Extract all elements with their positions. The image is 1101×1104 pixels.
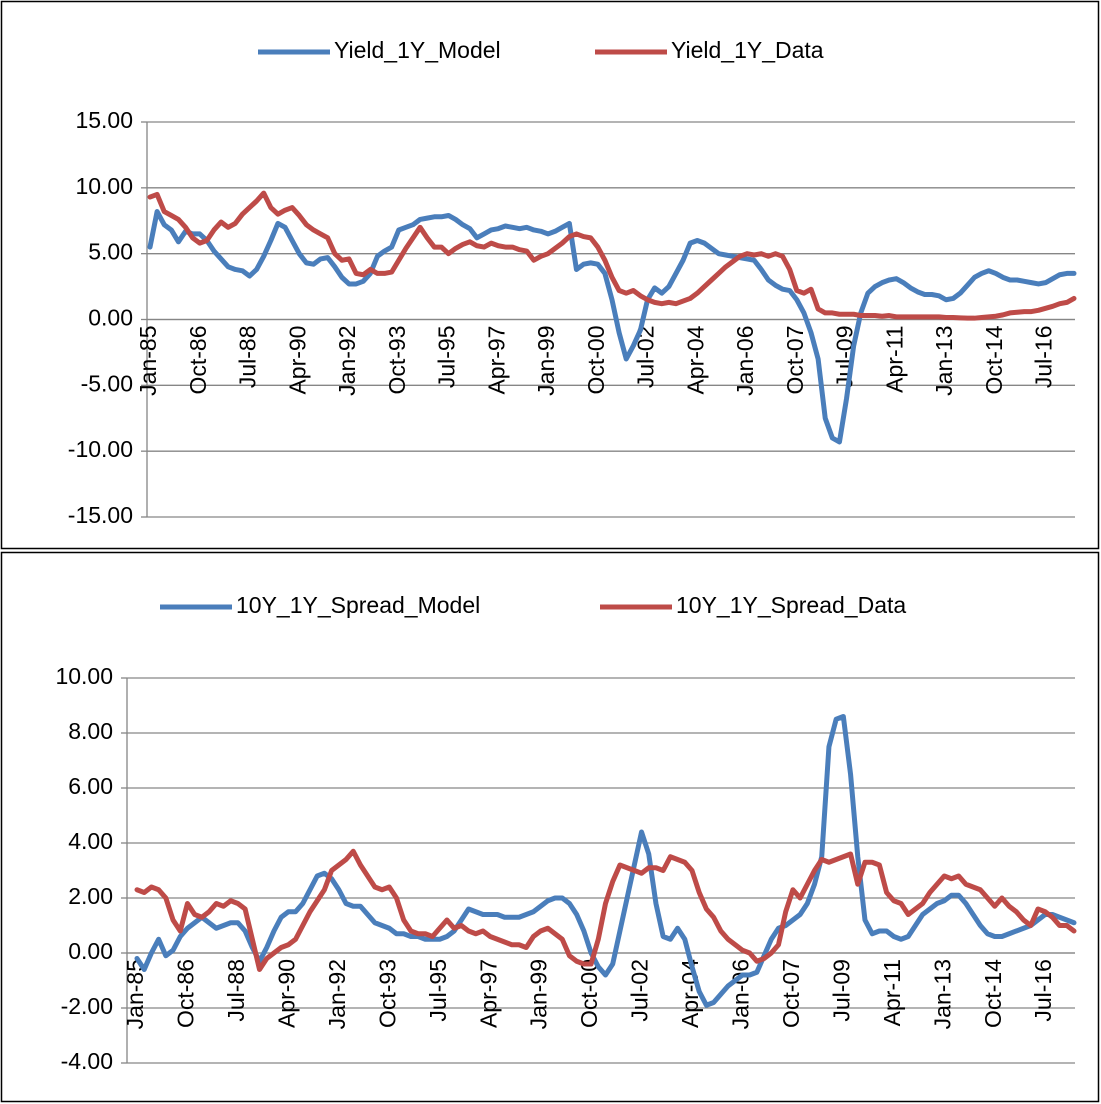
- x-tick-label: Oct-00: [583, 326, 609, 395]
- y-tick-label: 0.00: [88, 305, 133, 331]
- y-tick-label: 8.00: [68, 718, 113, 744]
- x-tick-label: Jan-99: [526, 959, 552, 1029]
- panel-frame: [0, 551, 1100, 1103]
- x-tick-label: Apr-90: [273, 959, 299, 1028]
- x-tick-label: Jan-99: [533, 326, 559, 396]
- x-tick-label: Jul-09: [828, 959, 854, 1022]
- y-tick-label: -15.00: [68, 502, 133, 528]
- x-tick-label: Jan-13: [931, 326, 957, 396]
- y-tick-label: -2.00: [61, 993, 113, 1019]
- x-tick-label: Jan-06: [732, 326, 758, 396]
- y-tick-label: 5.00: [88, 239, 133, 265]
- x-tick-label: Oct-93: [374, 959, 400, 1028]
- y-tick-label: 6.00: [68, 773, 113, 799]
- y-tick-label: 2.00: [68, 883, 113, 909]
- x-tick-label: Jul-16: [1031, 326, 1057, 389]
- x-tick-label: Apr-11: [881, 326, 907, 393]
- x-tick-label: Jul-95: [434, 326, 460, 389]
- series-line: [134, 848, 1077, 972]
- y-tick-label: 15.00: [75, 107, 133, 133]
- x-tick-label: Jul-95: [425, 959, 451, 1022]
- legend-label: 10Y_1Y_Spread_Model: [236, 592, 480, 618]
- y-tick-label: -10.00: [68, 436, 133, 462]
- x-tick-label: Jan-85: [135, 326, 161, 396]
- x-tick-label: Apr-11: [879, 959, 905, 1026]
- series-line: [147, 190, 1077, 321]
- y-tick-label: 0.00: [68, 938, 113, 964]
- y-tick-label: -5.00: [81, 370, 133, 396]
- panel-frame: [0, 0, 1100, 550]
- x-tick-label: Jan-06: [728, 959, 754, 1029]
- x-tick-label: Apr-97: [483, 326, 509, 395]
- y-tick-label: 4.00: [68, 828, 113, 854]
- x-tick-label: Jul-16: [1030, 959, 1056, 1022]
- legend-label: Yield_1Y_Data: [671, 37, 824, 63]
- x-tick-label: Oct-07: [782, 326, 808, 395]
- x-tick-label: Jul-88: [223, 959, 249, 1022]
- legend-label: 10Y_1Y_Spread_Data: [676, 592, 906, 618]
- x-tick-label: Apr-97: [475, 959, 501, 1028]
- x-tick-label: Oct-14: [981, 325, 1007, 394]
- x-tick-label: Oct-93: [384, 326, 410, 395]
- x-tick-label: Jan-92: [324, 959, 350, 1029]
- series-line: [147, 209, 1077, 445]
- x-tick-label: Jul-02: [627, 959, 653, 1022]
- y-tick-label: -4.00: [61, 1048, 113, 1074]
- x-tick-label: Jul-88: [235, 326, 261, 389]
- x-tick-label: Oct-00: [576, 959, 602, 1028]
- x-tick-label: Apr-90: [284, 326, 310, 395]
- y-tick-label: 10.00: [75, 173, 133, 199]
- x-tick-label: Jan-13: [929, 959, 955, 1029]
- x-tick-label: Apr-04: [682, 325, 708, 394]
- x-tick-label: Oct-07: [778, 959, 804, 1028]
- x-tick-label: Jan-92: [334, 326, 360, 396]
- legend-label: Yield_1Y_Model: [334, 37, 501, 63]
- x-tick-label: Oct-14: [980, 959, 1006, 1028]
- x-tick-label: Oct-86: [173, 959, 199, 1028]
- x-tick-label: Oct-86: [185, 326, 211, 395]
- series-line: [134, 714, 1077, 1008]
- y-tick-label: 10.00: [55, 663, 113, 689]
